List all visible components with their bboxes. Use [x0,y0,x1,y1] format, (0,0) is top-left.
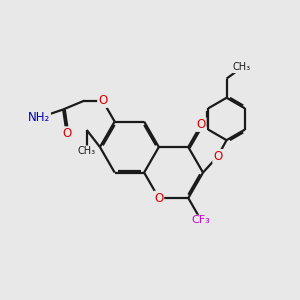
Text: O: O [62,127,71,140]
Text: NH₂: NH₂ [28,111,50,124]
Text: O: O [154,192,164,205]
Text: CF₃: CF₃ [192,215,211,226]
Text: O: O [98,94,107,107]
Text: O: O [213,150,222,163]
Text: CH₃: CH₃ [233,62,251,72]
Text: O: O [196,118,206,131]
Text: CH₃: CH₃ [78,146,96,156]
